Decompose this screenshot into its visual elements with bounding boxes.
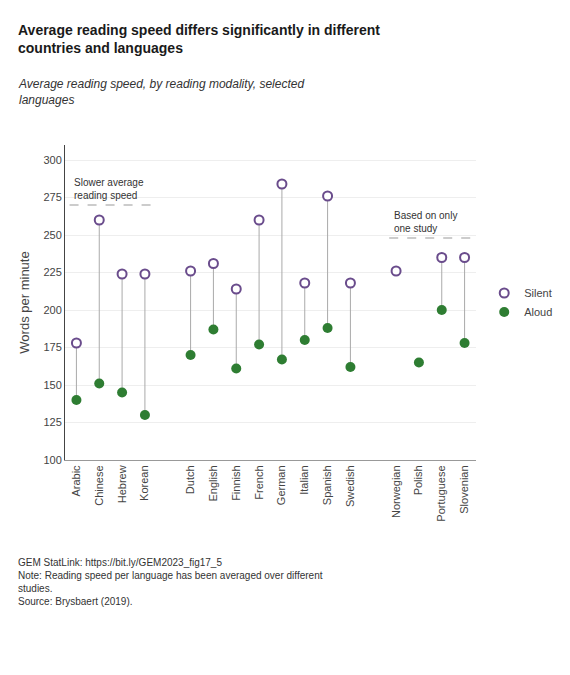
svg-text:Chinese: Chinese xyxy=(93,465,105,505)
svg-text:Average reading speed, by read: Average reading speed, by reading modali… xyxy=(18,77,304,107)
svg-text:125: 125 xyxy=(43,416,61,428)
svg-text:Norwegian: Norwegian xyxy=(390,465,402,518)
svg-text:Korean: Korean xyxy=(138,465,150,500)
svg-text:German: German xyxy=(275,465,287,505)
svg-text:100: 100 xyxy=(43,454,61,466)
svg-text:Words per minute: Words per minute xyxy=(17,251,32,353)
svg-text:Based on onlyone study: Based on onlyone study xyxy=(394,210,457,234)
svg-text:175: 175 xyxy=(43,341,61,353)
svg-text:Portuguese: Portuguese xyxy=(435,465,447,521)
svg-text:Silent: Silent xyxy=(524,287,552,299)
svg-text:Dutch: Dutch xyxy=(184,465,196,494)
svg-text:Polish: Polish xyxy=(412,465,424,495)
svg-text:Italian: Italian xyxy=(298,465,310,494)
svg-text:Slovenian: Slovenian xyxy=(458,465,470,513)
svg-text:Average reading speed differs: Average reading speed differs significan… xyxy=(18,22,380,56)
svg-text:French: French xyxy=(253,465,265,499)
svg-text:Spanish: Spanish xyxy=(321,465,333,505)
svg-text:275: 275 xyxy=(43,191,61,203)
svg-text:Aloud: Aloud xyxy=(524,306,552,318)
svg-text:150: 150 xyxy=(43,379,61,391)
svg-text:225: 225 xyxy=(43,266,61,278)
svg-text:Slower averagereading speed: Slower averagereading speed xyxy=(74,177,144,201)
svg-text:Hebrew: Hebrew xyxy=(116,465,128,503)
svg-text:300: 300 xyxy=(43,154,61,166)
svg-text:GEM StatLink: https://bit.ly/G: GEM StatLink: https://bit.ly/GEM2023_fig… xyxy=(18,557,323,607)
svg-text:Arabic: Arabic xyxy=(70,465,82,497)
svg-text:200: 200 xyxy=(43,304,61,316)
svg-text:250: 250 xyxy=(43,229,61,241)
svg-text:Swedish: Swedish xyxy=(344,465,356,507)
svg-text:English: English xyxy=(207,465,219,501)
svg-text:Finnish: Finnish xyxy=(230,465,242,500)
